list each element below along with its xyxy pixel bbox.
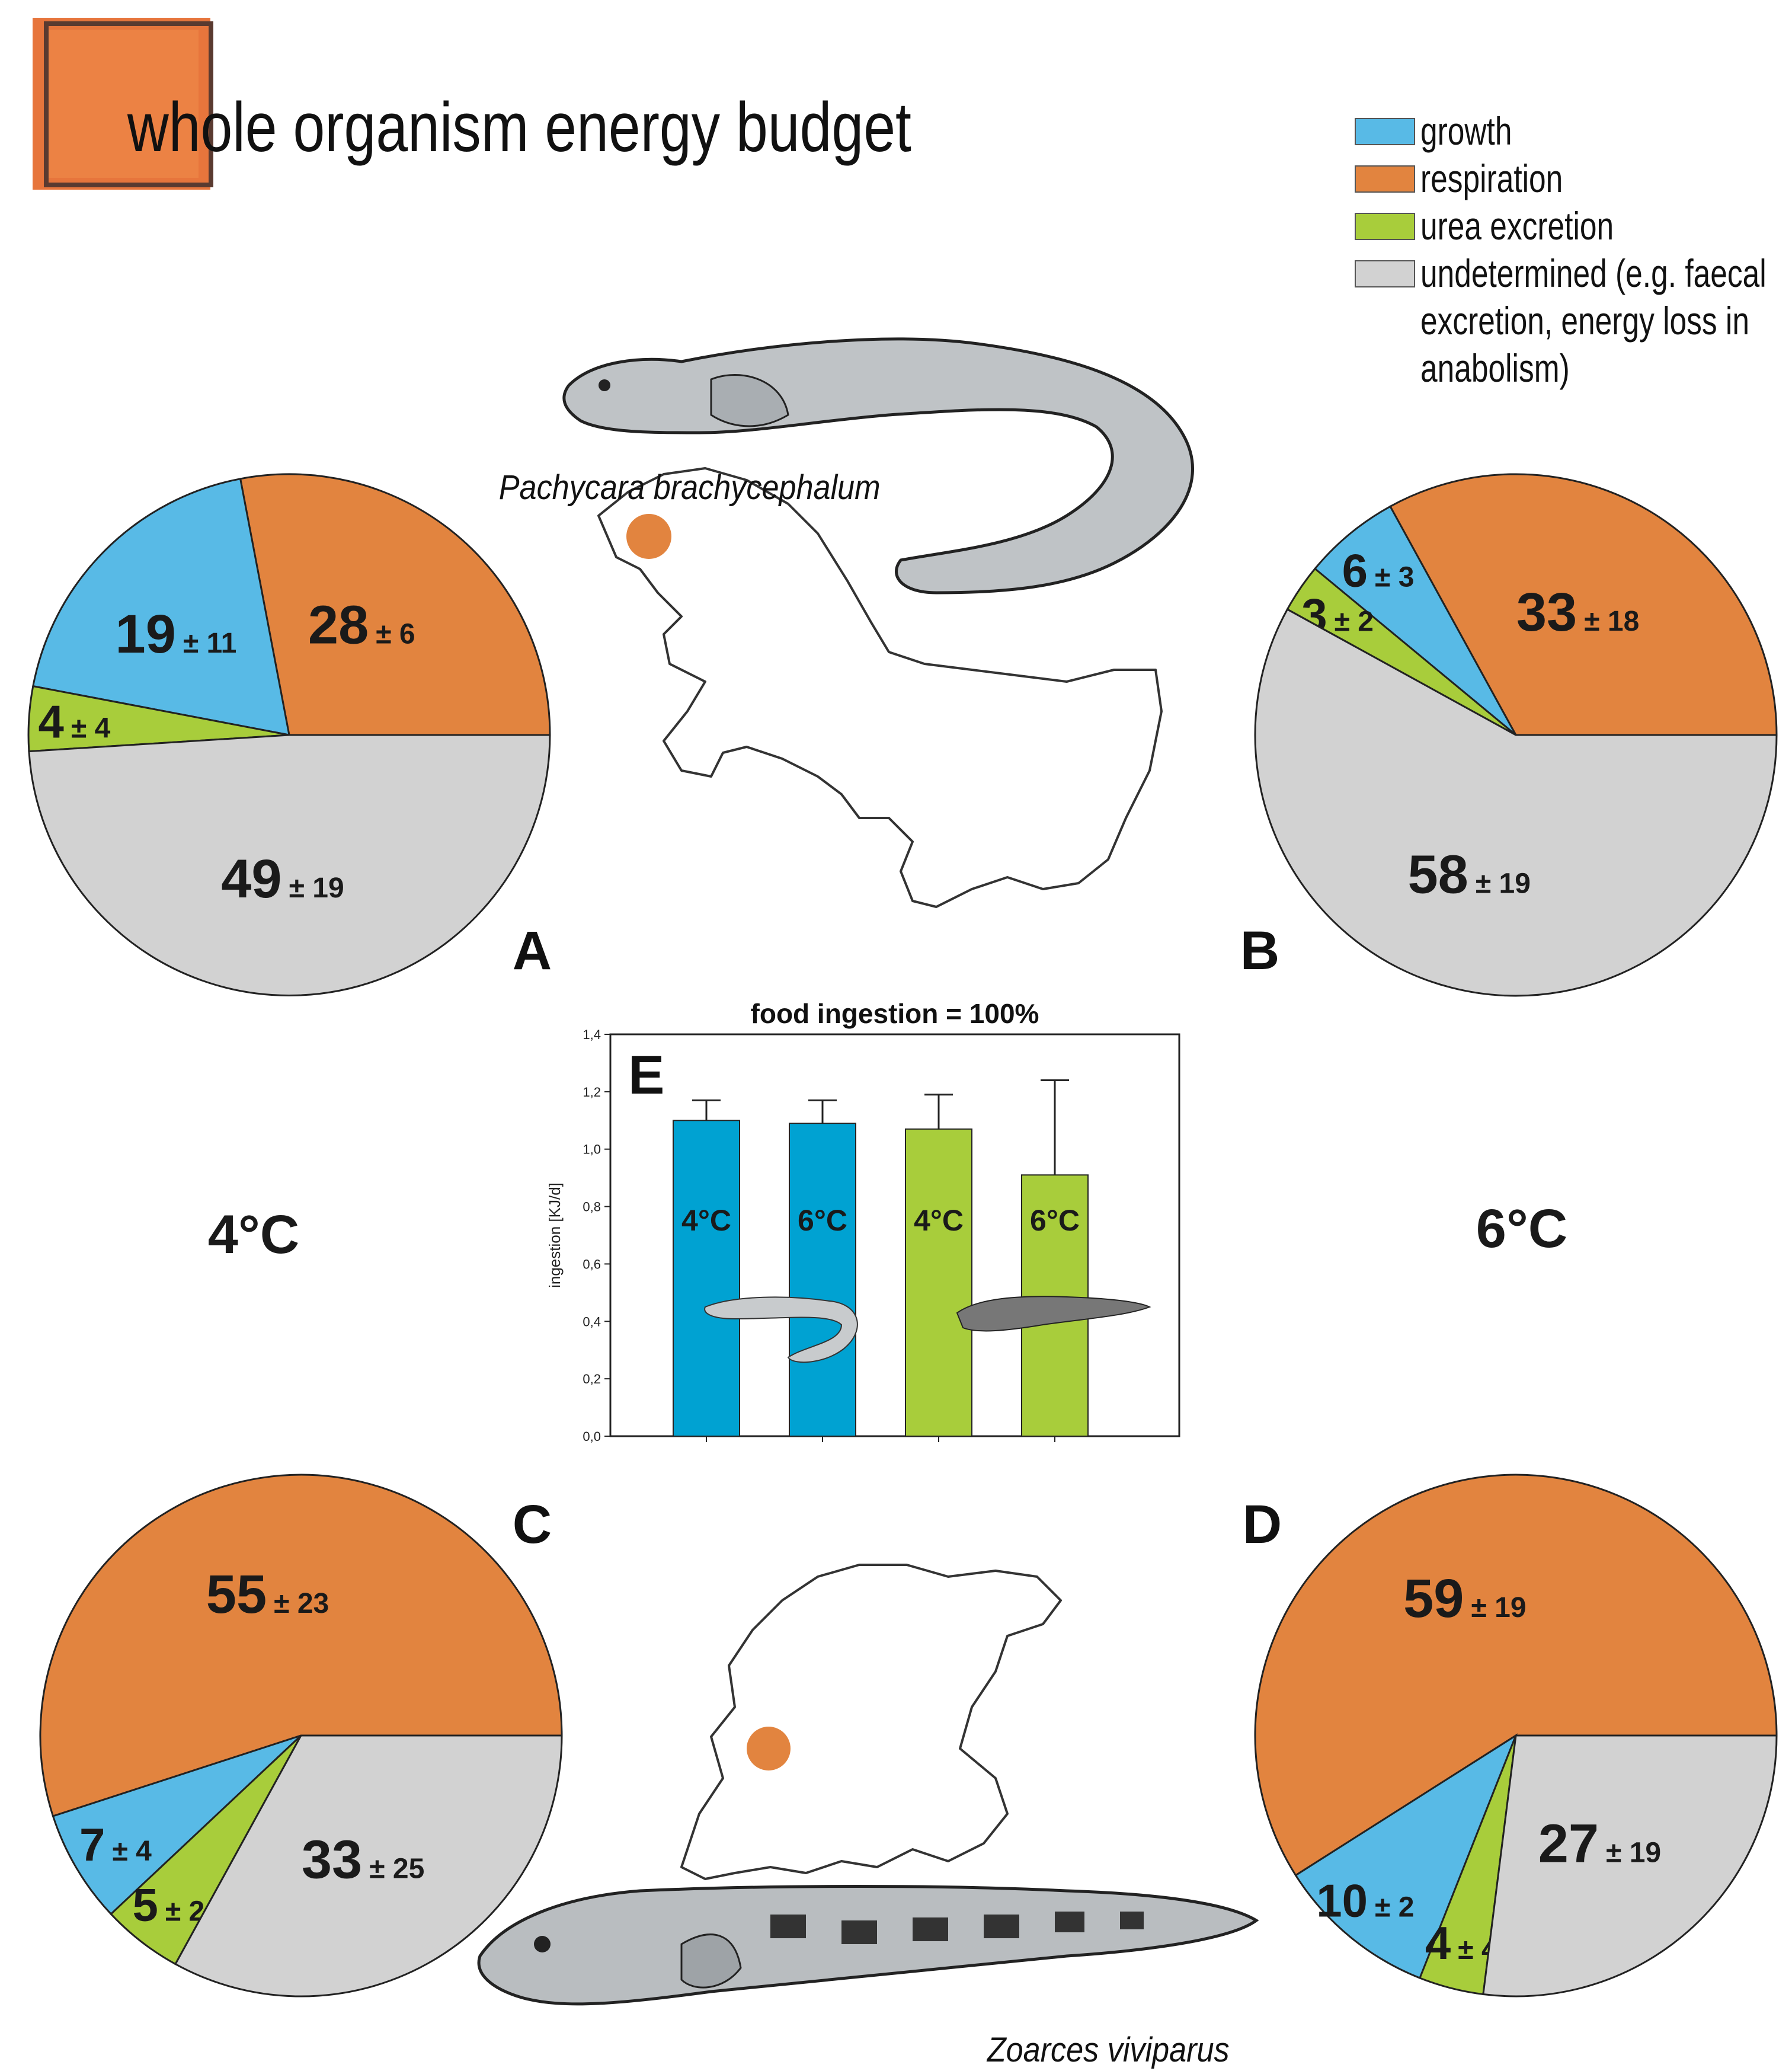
pie-value-label: 5 (132, 1878, 158, 1931)
pie-sd-label: ± 25 (369, 1853, 424, 1884)
pie-sd-label: ± 23 (274, 1588, 329, 1619)
legend-swatch-urea (1355, 213, 1415, 240)
zoarces-fish-drawing (477, 1885, 1259, 2006)
y-tick-label: 1,2 (583, 1085, 601, 1100)
title-block: whole organism energy budget (33, 18, 911, 190)
bar-chart-title: food ingestion = 100% (751, 998, 1039, 1029)
pie-value-label: 6 (1342, 544, 1368, 596)
pie-value-label: 27 (1538, 1814, 1599, 1874)
pie-slice-undetermined (174, 1734, 563, 1998)
pie-slice-growth (1294, 1733, 1518, 1980)
temperature-label-right: 6°C (1476, 1199, 1567, 1259)
y-axis-label: ingestion [KJ/d] (546, 1182, 564, 1288)
pie-slice-respiration (1254, 1474, 1778, 1877)
legend-label: undetermined (e.g. faecal (1420, 251, 1767, 296)
pie-slice-growth (1313, 505, 1517, 736)
pie-chart-a: 28 ± 6 19 ± 11 4 ± 4 49 ± 19 A (27, 473, 552, 996)
pie-chart-b: 33 ± 186 ± 33 ± 258 ± 19B (1240, 473, 1778, 997)
panel-label-a: A (513, 921, 552, 981)
bar-label: 4°C (681, 1204, 731, 1237)
panel-label-d: D (1243, 1494, 1282, 1555)
pie-value-label: 28 (308, 595, 369, 656)
legend-swatch-undetermined (1355, 260, 1415, 287)
legend-label: anabolism) (1420, 346, 1570, 391)
pachycara-small-icon (704, 1296, 858, 1363)
legend-label: excretion, energy loss in (1420, 299, 1749, 343)
pie-sd-label: ± 19 (289, 872, 344, 904)
pie-value-label: 4 (39, 696, 64, 748)
pie-sd-label: ± 19 (1476, 868, 1531, 900)
species-label-pachycara: Pachycara brachycephalum (499, 468, 881, 506)
y-tick-label: 0,0 (583, 1429, 601, 1444)
pie-chart-c: 55 ± 237 ± 45 ± 233 ± 25C (39, 1474, 563, 1998)
pie-sd-label: ± 4 (112, 1836, 152, 1867)
y-tick-label: 0,4 (583, 1314, 601, 1329)
pie-slice-undetermined (28, 734, 551, 996)
pie-sd-label: ± 4 (71, 713, 111, 744)
pie-sd-label: ± 19 (1471, 1592, 1526, 1623)
pie-slice-respiration (39, 1474, 563, 1817)
panel-label-e: E (628, 1045, 664, 1105)
pie-value-label: 10 (1316, 1874, 1368, 1926)
pie-slice-respiration (239, 473, 551, 736)
pie-slice-respiration (1388, 473, 1778, 736)
bar-3 (905, 1128, 972, 1437)
pie-sd-label: ± 19 (1606, 1837, 1661, 1869)
y-tick-label: 1,4 (583, 1027, 601, 1042)
pie-value-label: 19 (116, 604, 176, 664)
pie-slice-growth (52, 1734, 302, 1916)
pie-sd-label: ± 3 (1375, 561, 1414, 593)
pie-value-label: 49 (221, 849, 281, 909)
y-tick-label: 0,8 (583, 1200, 601, 1215)
species-label-zoarces: Zoarces viviparus (986, 2030, 1230, 2069)
bar-label: 6°C (798, 1204, 847, 1237)
pie-slice-undetermined (1254, 608, 1778, 997)
pie-value-label: 55 (206, 1564, 267, 1625)
pie-value-label: 33 (1516, 582, 1577, 643)
pie-value-label: 59 (1403, 1568, 1464, 1629)
legend-swatch-growth (1355, 118, 1415, 145)
legend-label: growth (1420, 109, 1512, 154)
europe-map (680, 1564, 1062, 1880)
ingestion-bar-chart: food ingestion = 100% E 0,0 0,2 0,4 0,6 0,8 1,0… (546, 998, 1180, 1444)
zoarces-small-icon (956, 1296, 1151, 1332)
figure-title: whole organism energy budget (127, 88, 911, 166)
pie-value-label: 7 (79, 1818, 105, 1871)
y-tick-label: 1,0 (583, 1142, 601, 1157)
y-tick-label: 0,6 (583, 1257, 601, 1271)
pie-sd-label: ± 2 (1335, 606, 1374, 638)
antarctica-map (597, 467, 1163, 908)
y-tick-label: 0,2 (583, 1372, 601, 1386)
bar-1 (673, 1120, 740, 1437)
legend-swatch-respiration (1355, 165, 1415, 193)
antarctic-location-dot (626, 514, 671, 559)
pie-sd-label: ± 2 (1375, 1891, 1414, 1923)
pie-value-label: 33 (302, 1829, 362, 1890)
pie-sd-label: ± 11 (183, 628, 236, 659)
pie-value-label: 58 (1407, 845, 1468, 905)
bar-2 (789, 1123, 856, 1437)
pie-slice-undetermined (1482, 1734, 1778, 1998)
panel-label-c: C (513, 1494, 552, 1555)
temperature-label-left: 4°C (208, 1204, 299, 1265)
pie-sd-label: ± 6 (376, 619, 415, 650)
bar-label: 4°C (914, 1204, 964, 1237)
pie-sd-label: ± 18 (1584, 606, 1639, 637)
pie-slice-growth (32, 478, 290, 736)
legend-label: respiration (1420, 156, 1563, 201)
legend-label: urea excretion (1420, 204, 1614, 248)
panel-label-b: B (1240, 921, 1279, 981)
pie-value-label: 4 (1425, 1917, 1451, 1969)
north-sea-location-dot (747, 1727, 791, 1770)
title-square-outline (44, 21, 213, 187)
bar-label: 6°C (1030, 1204, 1080, 1237)
pachycara-fish-drawing (562, 337, 1195, 595)
